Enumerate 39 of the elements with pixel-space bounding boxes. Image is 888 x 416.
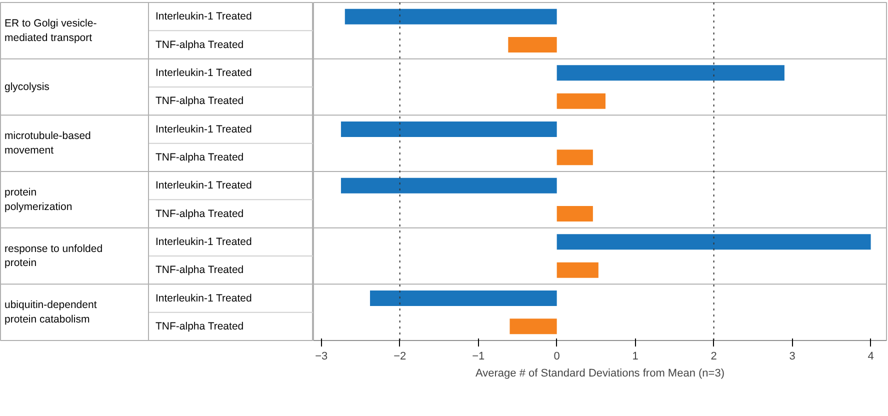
y-tick-label: Interleukin-1 Treated xyxy=(156,66,252,79)
x-tick-label: −2 xyxy=(394,350,406,362)
bar xyxy=(556,206,593,222)
y-tick-label: TNF-alpha Treated xyxy=(156,38,244,51)
text: glycolysis xyxy=(4,81,50,93)
x-axis-title: Average # of Standard Deviations from Mean (n=3) xyxy=(476,368,724,380)
x-tick-label: 2 xyxy=(710,350,717,362)
y-tick-label: TNF-alpha Treated xyxy=(156,208,244,220)
text: ubiquitin-dependent protein catabolism xyxy=(4,299,97,326)
bar xyxy=(508,37,557,52)
bar xyxy=(556,234,871,250)
y-tick-label: Interleukin-1 Treated xyxy=(156,180,252,192)
bar xyxy=(340,178,557,194)
bar xyxy=(556,150,593,166)
bar xyxy=(510,318,557,334)
y-tick-label: Interleukin-1 Treated xyxy=(156,123,252,136)
bar xyxy=(556,93,606,109)
bar xyxy=(556,65,784,81)
bar xyxy=(344,8,557,24)
y-tick-label: TNF-alpha Treated xyxy=(156,320,244,332)
y-tick-label: TNF-alpha Treated xyxy=(156,95,244,108)
text: protein polymerization xyxy=(4,186,72,213)
y-tick-label: TNF-alpha Treated xyxy=(156,151,244,164)
text: response to unfolded protein xyxy=(4,242,103,270)
bar xyxy=(556,262,598,278)
bar xyxy=(370,290,557,306)
text: microtubule-based movement xyxy=(4,130,92,157)
text: ER to Golgi vesicle-mediated transport xyxy=(4,17,98,44)
x-tick-label: 1 xyxy=(632,350,638,362)
x-tick-label: −3 xyxy=(315,350,328,362)
x-tick-label: −1 xyxy=(472,350,485,362)
y-tick-label: TNF-alpha Treated xyxy=(156,264,244,276)
y-tick-label: Interleukin-1 Treated xyxy=(156,10,252,23)
y-tick-label: Interleukin-1 Treated xyxy=(156,292,252,304)
y-tick-label: Interleukin-1 Treated xyxy=(156,236,252,248)
bar xyxy=(340,122,557,137)
x-tick-label: 0 xyxy=(554,350,560,362)
x-tick-label: 4 xyxy=(868,350,874,362)
x-tick-label: 3 xyxy=(789,350,796,362)
